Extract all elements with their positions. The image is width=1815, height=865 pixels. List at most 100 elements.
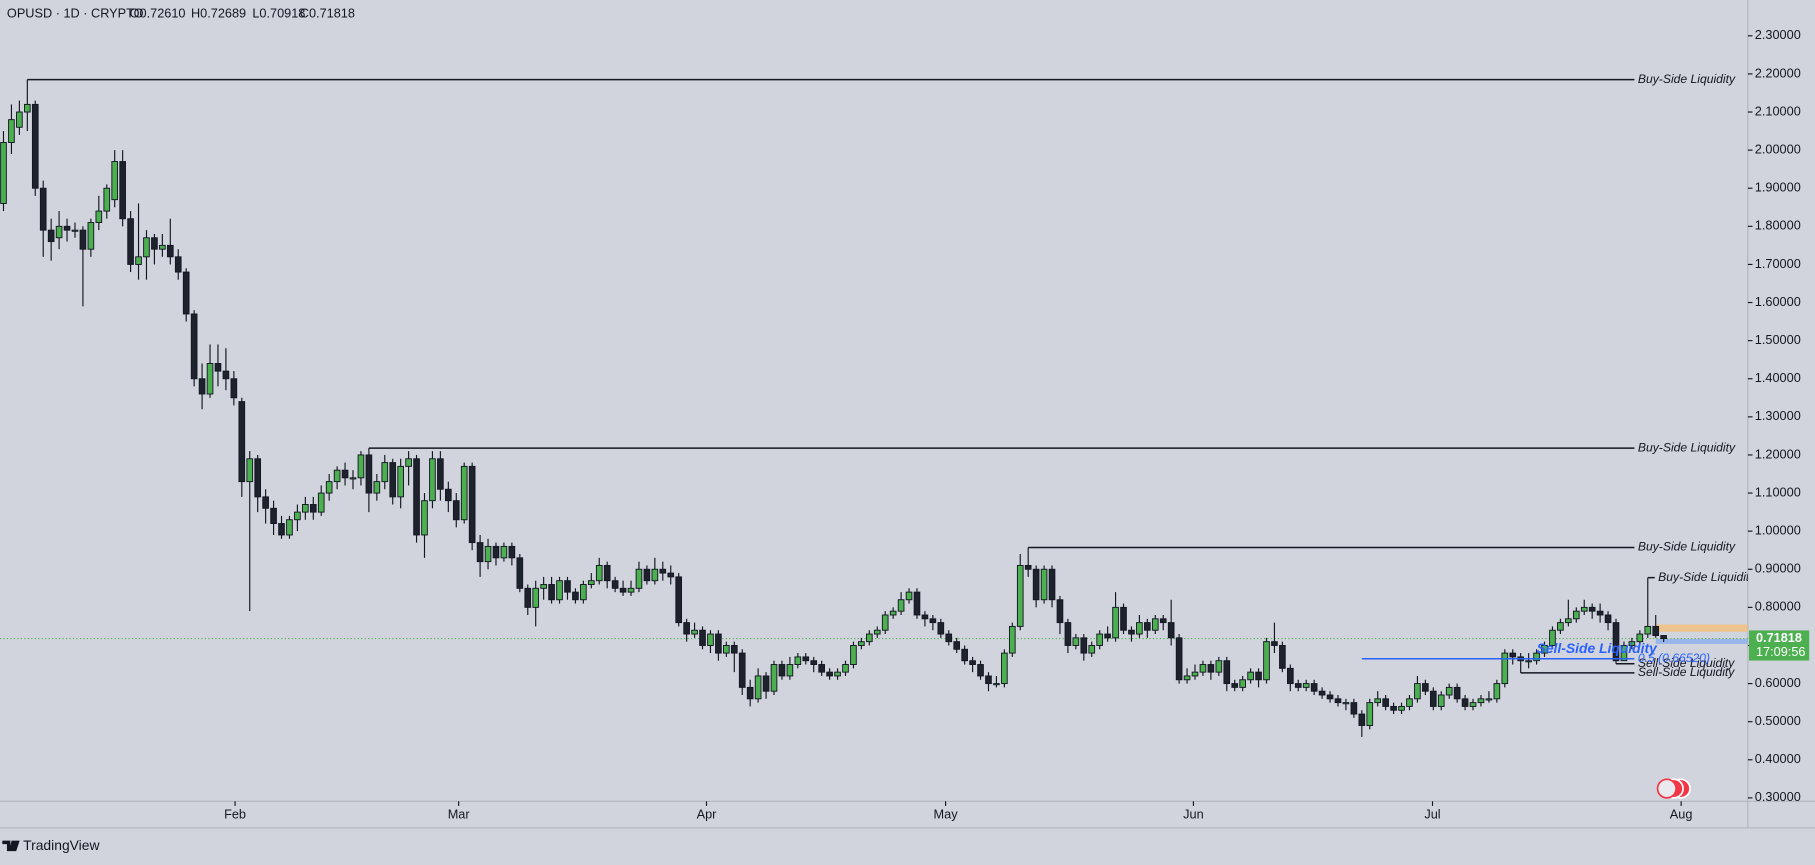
candle-body: [302, 504, 309, 513]
candle-body: [794, 656, 802, 665]
ohlc-readout: C0.71818: [300, 5, 355, 20]
candle-body: [166, 244, 174, 258]
candle-body: [1429, 690, 1437, 707]
y-tick-label: 0.90000: [1755, 561, 1801, 576]
candle-body: [445, 488, 452, 502]
candle-body: [905, 591, 913, 601]
candle-body: [834, 671, 841, 677]
candle-body: [1088, 645, 1096, 654]
candle-body: [595, 564, 603, 582]
candle-body: [1628, 641, 1636, 646]
candle-body: [182, 271, 190, 315]
candle-body: [325, 481, 333, 494]
candle-body: [1191, 671, 1199, 677]
candle-body: [1016, 564, 1024, 627]
candle-body: [1501, 652, 1509, 685]
y-tick-label: 0.50000: [1755, 713, 1801, 728]
candle-body: [1588, 606, 1596, 612]
candle-body: [341, 469, 349, 479]
candle-body: [929, 618, 937, 624]
y-tick-label: 2.30000: [1755, 27, 1801, 42]
candle-body: [1406, 698, 1413, 707]
candle-body: [524, 587, 532, 608]
candle-body: [1279, 645, 1286, 669]
y-tick-label: 2.20000: [1755, 65, 1801, 80]
y-tick-label: 1.40000: [1755, 370, 1801, 385]
last-price-value: 0.71818: [1756, 630, 1802, 645]
footer-brand: TradingView: [23, 837, 100, 853]
candle-body: [810, 660, 818, 665]
candle-body: [715, 633, 722, 654]
candle-body: [492, 545, 500, 559]
candle-body: [1104, 633, 1111, 639]
candle-body: [47, 229, 55, 243]
candle-body: [309, 504, 317, 513]
level-label: Sell-Side Liquidity: [1638, 665, 1735, 679]
candle-body: [683, 622, 690, 635]
candle-body: [460, 465, 468, 521]
candle-body: [572, 591, 579, 601]
candle-body: [1342, 702, 1350, 705]
candle-body: [738, 652, 746, 688]
candle-body: [1469, 702, 1477, 707]
y-tick-label: 1.70000: [1755, 256, 1801, 271]
symbol-title: OPUSD · 1D · CRYPTO: [7, 5, 144, 20]
candle-body: [1215, 660, 1223, 673]
plot-area: Buy-Side Liquidity Buy-Side Liquidity Buy-…: [0, 72, 1756, 737]
candle-body: [1477, 698, 1485, 704]
candle-body: [127, 218, 134, 265]
candle-body: [1151, 618, 1159, 631]
candle-body: [1612, 622, 1620, 662]
candle-body: [1175, 637, 1183, 681]
level-label: Buy-Side Liquidity: [1658, 570, 1756, 584]
candle-body: [802, 656, 810, 662]
candle-body: [540, 584, 547, 589]
candle-body: [500, 545, 508, 559]
overlay: OPUSD · 1D · CRYPTO O0.72610 H0.72689 L0…: [2, 5, 1810, 853]
highlight-label: Sell-Side Liquidity: [1537, 640, 1659, 656]
candle-body: [79, 229, 87, 250]
candle-body: [1294, 683, 1302, 688]
y-tick-label: 1.80000: [1755, 218, 1801, 233]
candle-body: [1350, 702, 1358, 715]
candle-body: [993, 683, 1000, 686]
countdown: 17:09:56: [1756, 644, 1806, 659]
candle-body: [437, 458, 444, 490]
candle-body: [1636, 633, 1644, 643]
y-tick-label: 1.50000: [1755, 332, 1801, 347]
candle-body: [1271, 641, 1278, 646]
tradingview-logo[interactable]: TradingView: [2, 837, 100, 853]
candle-body: [850, 645, 857, 665]
candle-body: [1231, 683, 1239, 688]
candle-body: [1064, 622, 1072, 646]
y-tick-label: 0.60000: [1755, 675, 1801, 690]
candle-body: [1453, 686, 1461, 700]
candle-body: [397, 465, 404, 498]
candle-body: [1144, 622, 1151, 631]
candle-body: [1302, 683, 1310, 688]
candle-body: [1358, 713, 1366, 726]
candle-body: [1326, 694, 1334, 700]
candle-body: [476, 542, 484, 563]
candle-body: [1255, 671, 1262, 681]
candle-body: [39, 187, 47, 231]
candle-body: [1390, 705, 1397, 711]
y-tick-label: 1.10000: [1755, 484, 1801, 499]
candle-body: [1485, 698, 1493, 701]
x-tick-label: Feb: [224, 807, 246, 822]
candle-body: [1557, 622, 1564, 631]
y-tick-label: 1.30000: [1755, 408, 1801, 423]
candle-body: [1223, 660, 1231, 685]
candle-body: [1032, 568, 1040, 601]
candle-body: [381, 462, 389, 483]
candle-body: [1001, 652, 1008, 685]
candle-body: [1120, 606, 1127, 631]
candle-body: [675, 576, 683, 624]
candle-body: [246, 458, 254, 483]
y-tick-label: 2.00000: [1755, 141, 1801, 156]
candle-body: [206, 363, 214, 395]
candle-body: [1660, 635, 1667, 640]
candle-body: [866, 633, 873, 643]
events-icon[interactable]: [1656, 778, 1691, 799]
